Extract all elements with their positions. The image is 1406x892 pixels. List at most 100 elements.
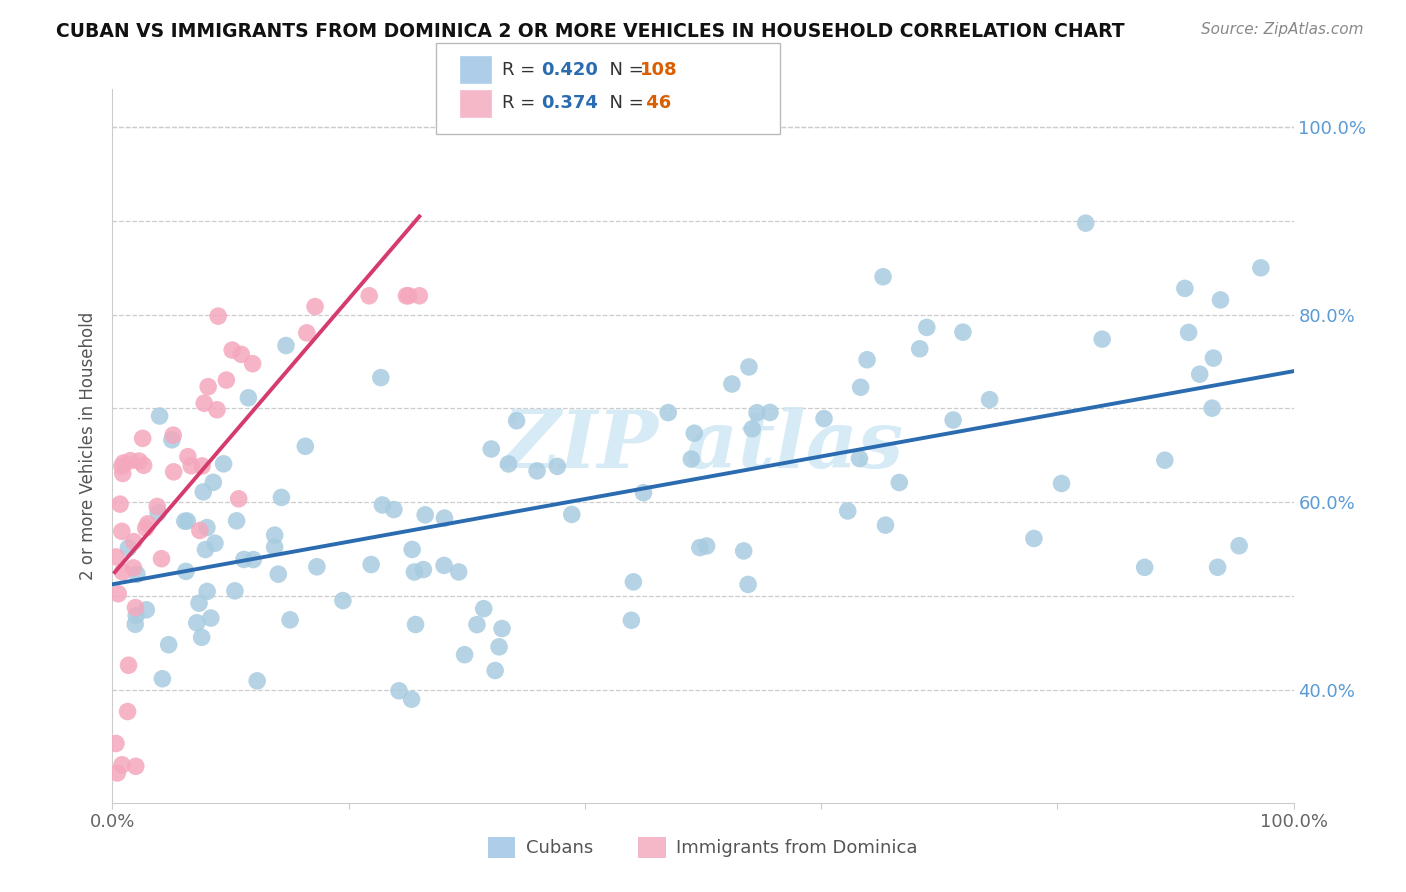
Point (889, 475, 911, 490)
Point (132, 458, 155, 473)
Text: ZIP atlas: ZIP atlas (502, 408, 904, 484)
Point (125, 759, 148, 773)
Point (157, 638, 180, 652)
Point (395, 289, 418, 303)
Point (745, 406, 768, 420)
Point (915, 320, 938, 334)
Point (148, 409, 170, 423)
Point (657, 406, 679, 420)
Point (305, 559, 328, 574)
Point (188, 524, 211, 538)
Point (107, 587, 129, 601)
Point (194, 542, 217, 557)
Point (1209, 293, 1232, 307)
Point (128, 454, 150, 468)
Point (263, 540, 285, 554)
Point (447, 565, 470, 579)
Point (413, 508, 436, 522)
Point (405, 617, 427, 632)
Point (225, 514, 247, 528)
Point (224, 583, 246, 598)
Point (136, 516, 159, 531)
Point (721, 377, 744, 392)
Point (738, 359, 761, 374)
Point (270, 491, 292, 505)
Point (371, 498, 394, 512)
Text: 0.374: 0.374 (541, 95, 598, 112)
Point (105, 549, 128, 564)
Point (190, 630, 212, 644)
Point (231, 347, 253, 361)
Point (979, 392, 1001, 407)
Point (689, 541, 711, 555)
Point (741, 422, 763, 436)
Point (150, 672, 173, 686)
Point (1250, 260, 1272, 275)
Point (112, 456, 135, 470)
Point (188, 596, 211, 610)
Point (620, 613, 643, 627)
Point (205, 402, 228, 417)
Point (117, 705, 139, 719)
Point (401, 692, 423, 706)
Point (759, 405, 782, 419)
Point (131, 431, 153, 445)
Point (491, 622, 513, 636)
Point (207, 309, 229, 323)
Point (1206, 560, 1229, 574)
Point (849, 380, 872, 394)
Point (117, 658, 139, 673)
Point (104, 737, 127, 751)
Point (398, 289, 420, 303)
Point (498, 457, 520, 471)
Point (465, 617, 488, 632)
Point (124, 600, 146, 615)
Point (228, 491, 250, 506)
Text: Source: ZipAtlas.com: Source: ZipAtlas.com (1201, 22, 1364, 37)
Point (278, 613, 301, 627)
Point (105, 766, 128, 780)
Text: 46: 46 (640, 95, 671, 112)
Point (135, 521, 157, 535)
Point (125, 567, 148, 582)
Point (215, 373, 238, 387)
Point (1153, 453, 1175, 467)
Point (856, 352, 879, 367)
Point (837, 504, 859, 518)
Point (242, 357, 264, 371)
Point (453, 648, 475, 662)
Text: R =: R = (502, 61, 541, 78)
Point (246, 673, 269, 688)
Point (111, 467, 134, 481)
Point (197, 380, 219, 394)
Text: 0.420: 0.420 (541, 61, 598, 78)
Point (479, 442, 502, 456)
Text: R =: R = (502, 95, 541, 112)
Point (263, 528, 285, 542)
Point (433, 511, 456, 525)
Point (433, 558, 456, 573)
Point (174, 565, 197, 579)
Point (382, 502, 405, 516)
Point (696, 539, 718, 553)
Point (180, 458, 202, 473)
Point (122, 534, 145, 549)
Point (242, 552, 264, 566)
Point (186, 615, 208, 630)
Point (212, 457, 235, 471)
Point (1133, 560, 1156, 574)
Point (908, 342, 931, 356)
Point (162, 428, 184, 442)
Point (177, 450, 200, 464)
Point (146, 500, 169, 514)
Point (163, 465, 186, 479)
Point (733, 544, 755, 558)
Point (304, 300, 326, 314)
Point (408, 289, 430, 303)
Point (359, 289, 381, 303)
Point (111, 524, 134, 539)
Point (274, 338, 297, 352)
Point (488, 640, 510, 654)
Point (621, 574, 644, 589)
Point (294, 439, 316, 453)
